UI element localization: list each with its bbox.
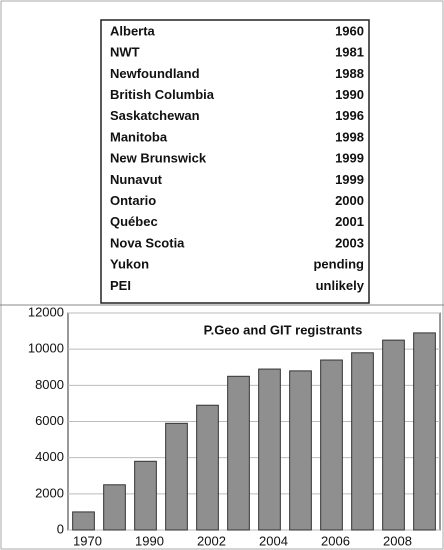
bar xyxy=(351,352,374,531)
table-cell: 2003 xyxy=(335,235,364,250)
bar xyxy=(320,359,343,531)
table-cell: Newfoundland xyxy=(110,66,200,81)
bar xyxy=(165,422,188,531)
x-tick-label: 1990 xyxy=(135,533,164,548)
table-cell: NWT xyxy=(110,45,140,60)
table-cell: Nunavut xyxy=(110,172,163,187)
table-cell: Nova Scotia xyxy=(110,235,185,250)
table-cell: British Columbia xyxy=(110,87,215,102)
table-cell: 1960 xyxy=(335,23,364,38)
chart-title: P.Geo and GIT registrants xyxy=(204,322,363,337)
table: Alberta 1960 NWT 1981 Newfoundland 1988 Britis… xyxy=(110,23,365,292)
table-cell: 2001 xyxy=(335,214,364,229)
bar xyxy=(134,460,157,531)
table-cell: 1999 xyxy=(335,172,364,187)
y-tick-label: 6000 xyxy=(35,413,64,428)
table-cell: New Brunswick xyxy=(110,151,207,166)
table-cell: Yukon xyxy=(110,257,149,272)
table-cell: Ontario xyxy=(110,193,156,208)
table-cell: pending xyxy=(313,257,364,272)
table-cell: Alberta xyxy=(110,23,156,38)
table-cell: 1999 xyxy=(335,151,364,166)
x-tick-label: 2006 xyxy=(321,533,350,548)
x-tick-label: 2008 xyxy=(383,533,412,548)
x-tick-label: 2004 xyxy=(259,533,288,548)
table-cell: 2000 xyxy=(335,193,364,208)
bar xyxy=(258,368,281,531)
y-tick-label: 12000 xyxy=(28,304,64,319)
y-tick-label: 2000 xyxy=(35,485,64,500)
bar xyxy=(103,484,126,531)
table-cell: 1998 xyxy=(335,129,364,144)
bar xyxy=(413,332,436,531)
x-tick-label: 2002 xyxy=(197,533,226,548)
title-bg xyxy=(150,320,415,340)
bar xyxy=(196,404,219,531)
y-tick-label: 8000 xyxy=(35,377,64,392)
table-cell: Québec xyxy=(110,214,158,229)
bar xyxy=(227,375,250,531)
bar xyxy=(72,511,95,531)
table-cell: 1981 xyxy=(335,45,364,60)
table-cell: PEI xyxy=(110,278,131,293)
table-cell: 1990 xyxy=(335,87,364,102)
table-cell: 1988 xyxy=(335,66,364,81)
table-cell: 1996 xyxy=(335,108,364,123)
x-tick-label: 1970 xyxy=(73,533,102,548)
table-box xyxy=(100,19,370,304)
bar xyxy=(382,339,405,531)
bar xyxy=(289,370,312,531)
y-tick-label: 4000 xyxy=(35,449,64,464)
y-tick-label: 0 xyxy=(57,521,64,536)
table-cell: Manitoba xyxy=(110,129,168,144)
table-cell: unlikely xyxy=(316,278,365,293)
table-cell: Saskatchewan xyxy=(110,108,200,123)
y-tick-label: 10000 xyxy=(28,341,64,356)
chart: 0 2000 4000 6000 8000 10000 12000 P.Geo and GIT… xyxy=(28,304,441,548)
